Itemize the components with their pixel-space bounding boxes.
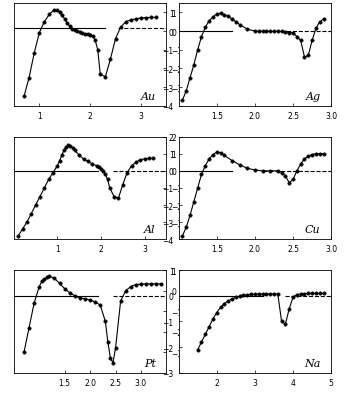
- Text: Ag: Ag: [305, 91, 321, 101]
- Text: Na: Na: [304, 358, 321, 368]
- Text: Al: Al: [144, 225, 156, 235]
- Text: Au: Au: [141, 91, 156, 101]
- Text: Pt: Pt: [144, 358, 156, 368]
- Text: Cu: Cu: [305, 225, 321, 235]
